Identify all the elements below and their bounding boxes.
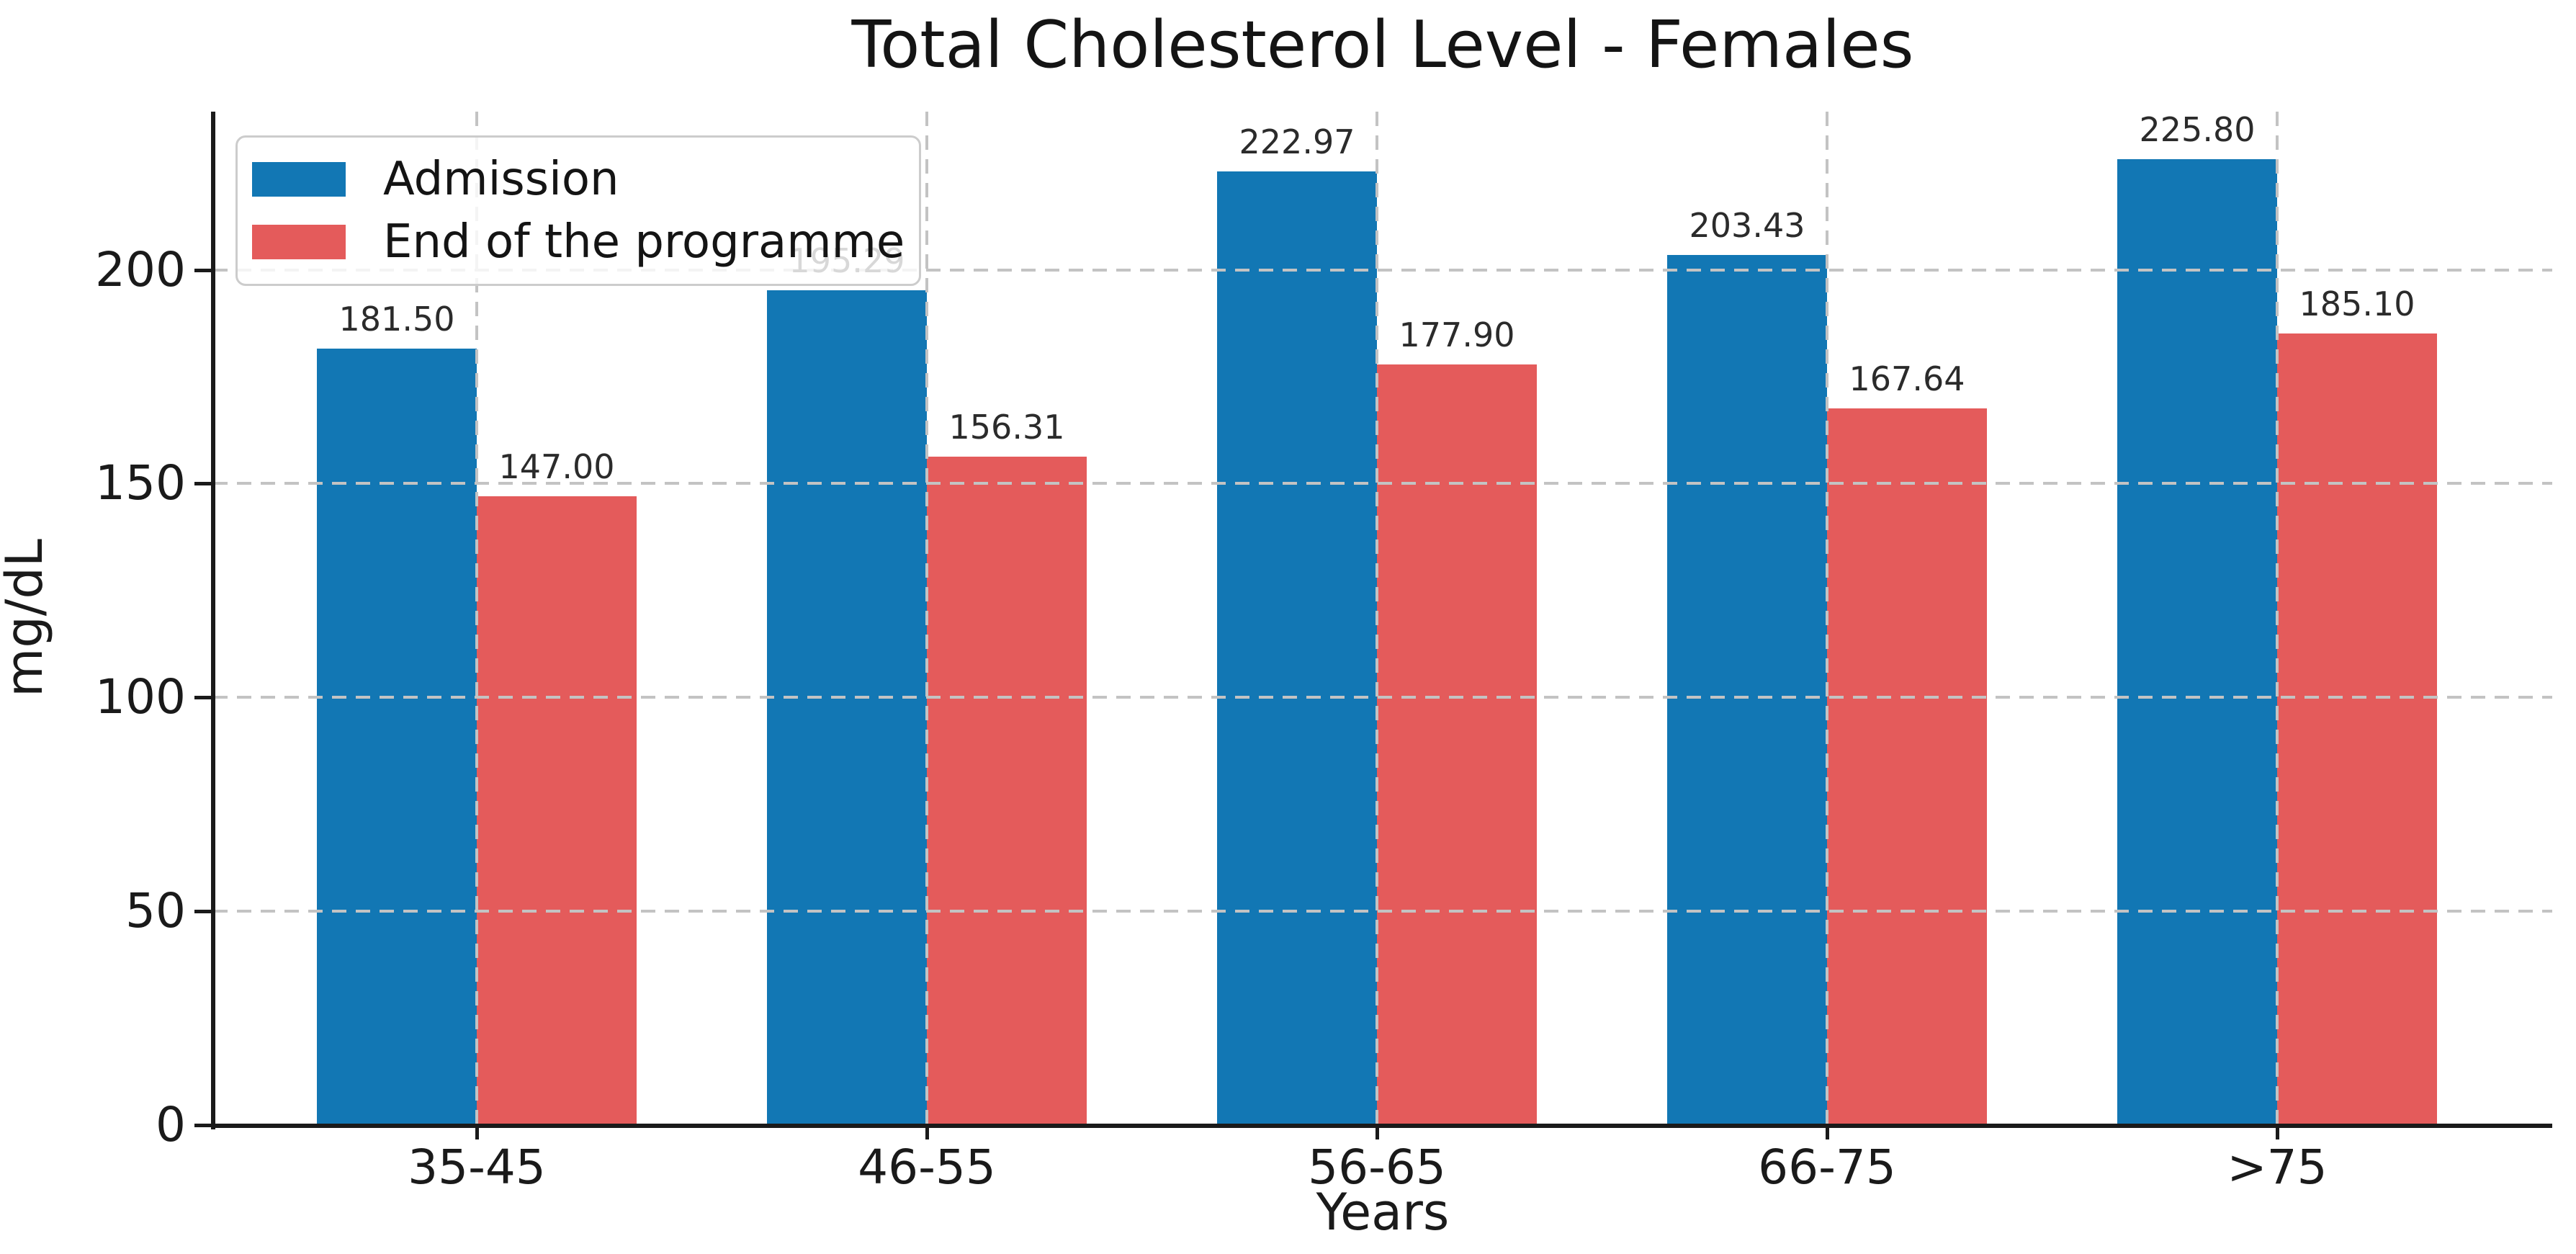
- y-tick-mark: [194, 482, 213, 486]
- y-tick-label: 200: [95, 241, 186, 297]
- chart-title: Total Cholesterol Level - Females: [851, 7, 1914, 83]
- y-tick-label: 50: [125, 883, 186, 939]
- bar-value-label: 167.64: [1849, 359, 1965, 398]
- y-tick-mark: [194, 1124, 213, 1127]
- bar-value-label: 222.97: [1239, 122, 1355, 162]
- h-gridline: [213, 268, 2552, 272]
- x-tick-mark: [475, 1128, 479, 1139]
- x-axis-label: Years: [1316, 1183, 1450, 1242]
- y-tick-label: 150: [95, 455, 186, 511]
- bar-end-46-55: [927, 457, 1087, 1125]
- bar-value-label: 147.00: [498, 447, 615, 487]
- bar-admission-46-55: [767, 290, 927, 1125]
- bar-value-label: 156.31: [948, 408, 1065, 447]
- v-gridline: [475, 112, 478, 1125]
- bar-value-label: 185.10: [2299, 285, 2415, 324]
- x-tick-mark: [925, 1128, 929, 1139]
- x-tick-mark: [1826, 1128, 1829, 1139]
- legend: Admission End of the programme: [235, 135, 921, 286]
- bar-value-label: 225.80: [2139, 110, 2256, 150]
- bar-end-56-65: [1377, 364, 1537, 1125]
- bar-admission->75: [2117, 159, 2277, 1125]
- bar-end->75: [2277, 333, 2437, 1125]
- y-tick-label: 100: [95, 669, 186, 725]
- bar-admission-66-75: [1667, 255, 1827, 1125]
- legend-item-label: Admission: [383, 153, 619, 206]
- x-axis-spine: [211, 1124, 2552, 1128]
- x-tick-mark: [1375, 1128, 1379, 1139]
- h-gridline: [213, 910, 2552, 913]
- v-gridline: [1826, 112, 1828, 1125]
- h-gridline: [213, 482, 2552, 485]
- x-tick-label: 56-65: [1308, 1139, 1446, 1195]
- h-gridline: [213, 696, 2552, 699]
- legend-swatch: [252, 225, 346, 259]
- bar-value-label: 181.50: [338, 300, 455, 339]
- bar-end-35-45: [477, 496, 637, 1125]
- y-tick-mark: [194, 696, 213, 700]
- legend-item-label: End of the programme: [383, 215, 905, 269]
- v-gridline: [1375, 112, 1378, 1125]
- legend-swatch: [252, 162, 346, 197]
- x-tick-label: 35-45: [408, 1139, 546, 1195]
- bar-admission-35-45: [317, 349, 477, 1125]
- x-tick-mark: [2276, 1128, 2279, 1139]
- y-tick-label: 0: [156, 1097, 186, 1152]
- v-gridline: [925, 112, 928, 1125]
- x-tick-label: 66-75: [1758, 1139, 1896, 1195]
- legend-item: Admission: [252, 153, 905, 206]
- y-tick-mark: [194, 268, 213, 272]
- y-axis-spine: [211, 112, 215, 1129]
- bar-end-66-75: [1827, 408, 1987, 1125]
- bar-admission-56-65: [1217, 171, 1377, 1125]
- v-gridline: [2276, 112, 2279, 1125]
- y-tick-mark: [194, 910, 213, 914]
- x-tick-label: >75: [2227, 1139, 2328, 1195]
- legend-item: End of the programme: [252, 215, 905, 269]
- bar-value-label: 203.43: [1689, 206, 1805, 246]
- bar-value-label: 177.90: [1399, 315, 1515, 354]
- x-tick-label: 46-55: [858, 1139, 996, 1195]
